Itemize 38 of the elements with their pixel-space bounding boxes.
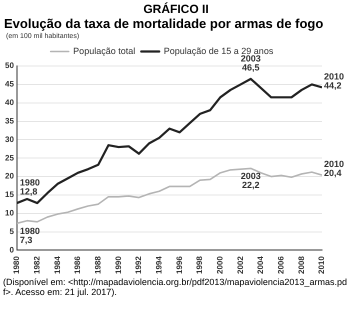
y-tick-label: 30 [4,134,14,144]
annotation: 1980 7,3 [20,226,40,245]
x-tick-label: 2008 [296,256,306,274]
annotation: 2003 22,2 [240,170,261,190]
y-tick-label: 20 [4,172,14,181]
x-tick-label: 2006 [276,256,286,274]
chart-title: GRÁFICO II [142,2,210,16]
x-tick-label: 1992 [134,256,144,274]
legend-label: População de 15 a 29 anos [164,46,274,56]
x-tick-label: 1996 [174,256,184,274]
x-tick-label: 1986 [73,256,82,274]
x-tick-label: 1998 [195,256,204,274]
annotation: 2010 20,4 [324,159,344,178]
y-tick-label: 45 [4,80,14,89]
y-tick-label: 10 [4,208,14,218]
y-tick-label: 40 [4,98,14,108]
y-tick-label: 25 [4,153,14,162]
x-tick-label: 2000 [216,256,225,274]
annotation: 2003 46,5 [240,53,261,72]
annotation: 1980 12,8 [20,178,40,197]
annotation: 2010 44,2 [324,71,344,90]
x-tick-label: 2002 [236,256,245,274]
text: (Disponível em: <http://mapadaviolencia.org.br/pdf2013/mapaviolencia2013_armas.pdf>. Acesso em: 21 jul. 2017). [3,277,348,297]
y-tick-label: 35 [4,116,14,126]
y-tick-label: 5 [9,226,14,236]
x-tick-label: 1982 [32,256,42,274]
y-tick-label: 50 [4,61,14,70]
x-tick-label: 1988 [93,256,102,274]
x-tick-label: 1984 [52,256,62,274]
x-tick-label: 2010 [317,256,326,274]
legend-label: População total [73,46,136,56]
chart-subtitle: Evolução da taxa de mortalidade por armas de fogo [4,16,324,32]
x-tick-label: 1990 [114,256,123,274]
x-tick-label: 1980 [12,256,22,274]
x-tick-label: 1994 [154,256,164,274]
y-tick-label: 15 [4,190,14,200]
x-tick-label: 2004 [256,256,266,274]
y-tick-label: 0 [9,245,14,254]
